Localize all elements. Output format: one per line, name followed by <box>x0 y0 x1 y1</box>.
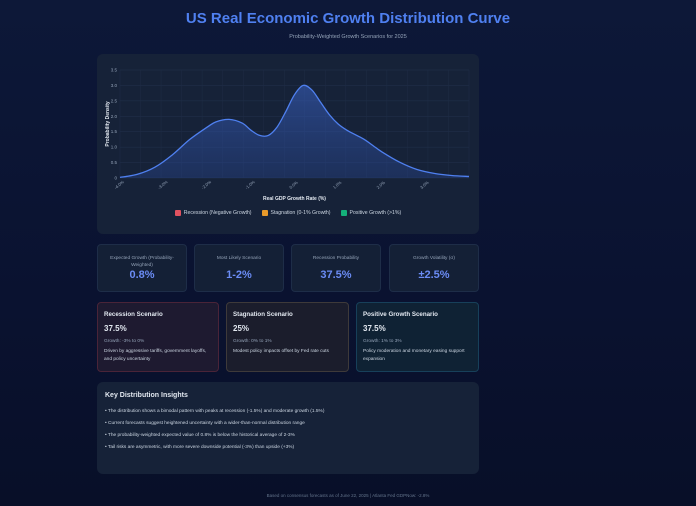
legend-swatch-stagnation <box>261 210 268 216</box>
scenario-title: Recession Scenario <box>104 311 163 318</box>
insight-item: • The distribution shows a bimodal patte… <box>105 409 325 414</box>
stat-card-recession-probability: Recession Probability 37.5% <box>291 244 381 292</box>
stat-label: Recession Probability <box>312 256 360 261</box>
insight-item: • Current forecasts suggest heightened u… <box>105 421 305 426</box>
scenario-card-stagnation: Stagnation Scenario 25% Growth: 0% to 1%… <box>226 302 349 372</box>
scenario-description: Driven by aggressive tariffs, government… <box>104 349 207 362</box>
stat-label: Expected Growth (Probability-Weighted) <box>110 256 174 268</box>
chart-legend: Recession (Negative Growth) Stagnation (… <box>97 210 479 216</box>
y-tick-label: 2.0 <box>111 114 118 119</box>
y-tick-label: 3.5 <box>111 68 118 73</box>
stat-value: ±2.5% <box>418 269 450 281</box>
stat-card-growth-volatility: Growth Volatility (σ) ±2.5% <box>389 244 479 292</box>
legend-swatch-positive <box>340 210 347 216</box>
stat-value: 37.5% <box>320 269 352 281</box>
page-title: US Real Economic Growth Distribution Cur… <box>185 10 511 27</box>
x-tick-label: 0.0% <box>288 180 299 190</box>
x-tick-label: -4.0% <box>113 179 125 190</box>
scenario-percent: 25% <box>233 324 250 333</box>
insights-card: Key Distribution Insights • The distribu… <box>97 382 479 474</box>
scenario-title: Stagnation Scenario <box>233 311 293 318</box>
scenario-range: Growth: -3% to 0% <box>104 339 145 344</box>
legend-swatch-recession <box>174 210 181 216</box>
legend-item-stagnation[interactable]: Stagnation (0-1% Growth) <box>261 210 331 216</box>
y-tick-label: 1.5 <box>111 129 118 134</box>
scenario-range: Growth: 0% to 1% <box>233 339 272 344</box>
density-area <box>120 85 469 178</box>
stat-value: 1-2% <box>226 269 252 281</box>
insights-list: • The distribution shows a bimodal patte… <box>105 406 471 454</box>
distribution-chart: 0 0.5 1.0 1.5 2.0 2.5 3.0 3.5 -4.0% -3.0% -2.0% -1.… <box>105 68 470 202</box>
legend-item-recession[interactable]: Recession (Negative Growth) <box>174 210 252 216</box>
stat-label: Growth Volatility (σ) <box>413 256 455 261</box>
x-tick-label: -2.0% <box>200 179 212 190</box>
y-tick-label: 1.0 <box>111 145 118 150</box>
legend-label: Recession (Negative Growth) <box>183 210 252 216</box>
page-subtitle: Probability-Weighted Growth Scenarios fo… <box>289 34 407 40</box>
x-tick-label: -1.0% <box>244 179 256 190</box>
stat-value: 0.8% <box>129 269 155 281</box>
x-tick-label: 1.0% <box>332 180 343 190</box>
density-line <box>119 84 470 179</box>
y-tick-label: 0.5 <box>111 160 118 165</box>
scenario-description: Policy moderation and monetary easing su… <box>363 349 465 362</box>
legend-label: Positive Growth (>1%) <box>349 210 402 216</box>
legend-item-positive[interactable]: Positive Growth (>1%) <box>340 210 402 216</box>
legend-label: Stagnation (0-1% Growth) <box>270 210 331 216</box>
x-tick-label: 3.0% <box>419 180 430 190</box>
footer-note: Based on consensus forecasts as of June … <box>266 493 430 498</box>
x-tick-label: 2.0% <box>376 180 387 190</box>
y-axis-label: Probability Density <box>105 101 111 147</box>
x-tick-label: -3.0% <box>157 179 169 190</box>
x-axis-label: Real GDP Growth Rate (%) <box>263 196 326 202</box>
y-tick-label: 3.0 <box>111 83 118 88</box>
stat-card-most-likely: Most Likely Scenario 1-2% <box>194 244 284 292</box>
scenario-range: Growth: 1% to 3% <box>363 339 402 344</box>
scenario-percent: 37.5% <box>363 324 386 333</box>
scenario-card-positive: Positive Growth Scenario 37.5% Growth: 1… <box>356 302 479 372</box>
y-tick-label: 0 <box>114 176 117 181</box>
stat-card-expected-growth: Expected Growth (Probability-Weighted) 0… <box>97 244 187 292</box>
scenario-description: Modest policy impacts offset by Fed rate… <box>233 349 329 354</box>
stat-label: Most Likely Scenario <box>216 256 262 261</box>
chart-card: 0 0.5 1.0 1.5 2.0 2.5 3.0 3.5 -4.0% -3.0% -2.0% -1.… <box>97 54 479 234</box>
scenario-card-recession: Recession Scenario 37.5% Growth: -3% to … <box>97 302 219 372</box>
insights-title: Key Distribution Insights <box>105 392 188 399</box>
insight-item: • Tail risks are asymmetric, with more s… <box>105 445 295 450</box>
insight-item: • The probability-weighted expected valu… <box>105 433 295 438</box>
scenario-percent: 37.5% <box>104 324 127 333</box>
y-tick-label: 2.5 <box>111 98 118 103</box>
scenario-title: Positive Growth Scenario <box>363 311 438 318</box>
